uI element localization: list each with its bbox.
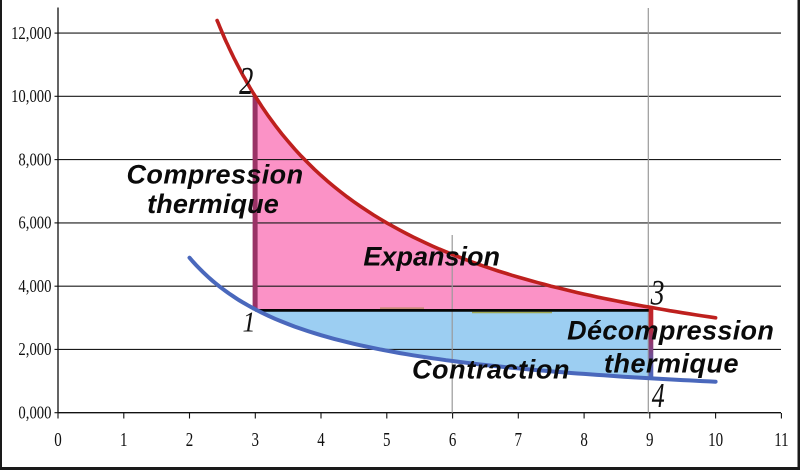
svg-text:3: 3 xyxy=(252,428,260,451)
svg-text:4,000: 4,000 xyxy=(18,278,51,296)
svg-text:Décompression: Décompression xyxy=(567,315,774,345)
svg-text:0,000: 0,000 xyxy=(18,404,51,422)
svg-text:2: 2 xyxy=(239,60,253,102)
svg-text:thermique: thermique xyxy=(604,348,739,378)
svg-text:0: 0 xyxy=(54,428,62,451)
svg-text:8: 8 xyxy=(580,428,588,451)
svg-text:9: 9 xyxy=(646,428,654,451)
svg-text:10,000: 10,000 xyxy=(11,88,51,106)
svg-text:7: 7 xyxy=(515,428,523,451)
svg-text:4: 4 xyxy=(652,376,665,415)
svg-text:1: 1 xyxy=(120,428,127,451)
svg-text:11: 11 xyxy=(774,428,788,451)
svg-text:5: 5 xyxy=(383,428,391,451)
svg-text:thermique: thermique xyxy=(147,189,279,219)
svg-text:2,000: 2,000 xyxy=(18,341,51,359)
svg-text:2: 2 xyxy=(186,428,193,451)
svg-text:Expansion: Expansion xyxy=(363,241,500,271)
svg-text:Contraction: Contraction xyxy=(412,355,570,385)
svg-text:4: 4 xyxy=(317,428,325,451)
svg-text:12,000: 12,000 xyxy=(11,25,51,43)
svg-text:6,000: 6,000 xyxy=(18,215,51,233)
svg-text:8,000: 8,000 xyxy=(18,151,51,169)
svg-text:6: 6 xyxy=(449,428,457,451)
svg-text:3: 3 xyxy=(650,272,665,312)
svg-text:10: 10 xyxy=(708,428,723,451)
svg-text:1: 1 xyxy=(242,305,255,338)
svg-text:Compression: Compression xyxy=(127,160,304,190)
